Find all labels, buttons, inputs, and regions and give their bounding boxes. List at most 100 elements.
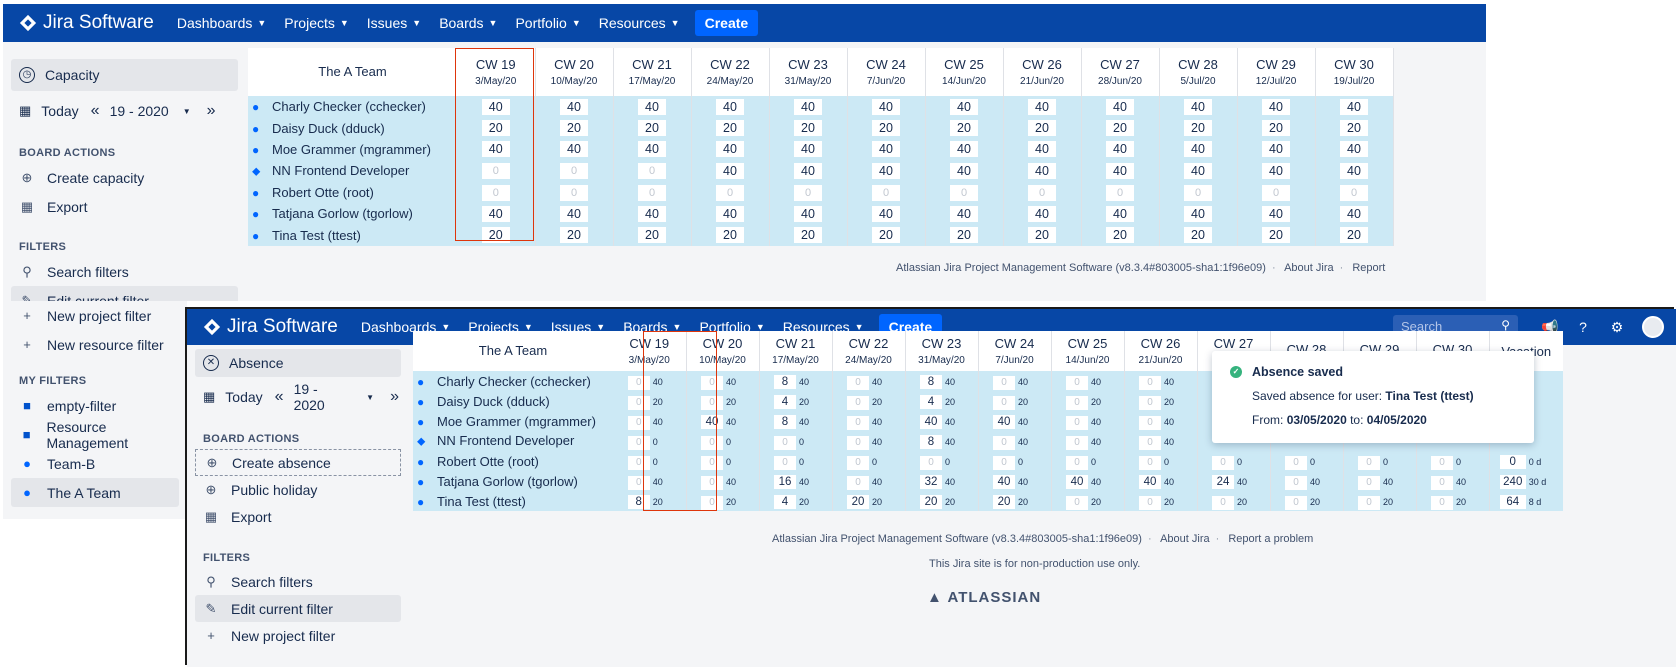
absence-input[interactable]: 0 [701,375,723,390]
about-jira-link[interactable]: About Jira [1284,262,1334,274]
filter-empty-filter[interactable]: ■ empty-filter [3,391,187,420]
gear-icon[interactable]: ⚙ [1610,318,1624,335]
avatar[interactable] [1642,316,1664,338]
capacity-input[interactable]: 40 [1028,98,1056,115]
capacity-input[interactable]: 0 [638,163,666,180]
capacity-input[interactable]: 40 [716,205,744,222]
absence-input[interactable]: 0 [627,415,650,430]
week-select[interactable]: 19 - 2020 [293,381,325,413]
resource-name[interactable]: Tina Test (ttest) [437,493,526,509]
search-filters-link[interactable]: ⚲ Search filters [187,568,409,595]
capacity-input[interactable]: 20 [1262,120,1290,137]
capacity-input[interactable]: 40 [716,141,744,158]
absence-input[interactable]: 0 [701,475,723,490]
capacity-input[interactable]: 40 [1184,141,1212,158]
resource-name[interactable]: Daisy Duck (dduck) [437,393,550,409]
absence-input[interactable]: 0 [774,455,796,470]
absence-input[interactable]: 0 [1358,455,1380,470]
capacity-input[interactable]: 40 [1028,162,1056,179]
capacity-input[interactable]: 0 [481,163,510,180]
capacity-input[interactable]: 20 [950,120,978,137]
filter-the-a-team[interactable]: ● The A Team [11,478,179,507]
next-week-icon[interactable]: » [390,388,399,405]
create-absence-link[interactable]: ⊕ Create absence [195,449,401,476]
capacity-input[interactable]: 40 [560,205,588,222]
absence-input[interactable]: 0 [1139,375,1161,390]
edit-current-filter-link[interactable]: ✎ Edit current filter [11,286,238,301]
absence-input[interactable]: 0 [847,395,869,410]
capacity-input[interactable]: 40 [1262,98,1290,115]
capacity-input[interactable]: 20 [560,120,588,137]
filter-team-b[interactable]: ● Team-B [3,449,187,478]
absence-input[interactable]: 40 [993,415,1015,429]
absence-input[interactable]: 0 [993,375,1015,390]
report-problem-link[interactable]: Report a problem [1228,533,1314,545]
about-jira-link[interactable]: About Jira [1160,533,1210,545]
nav-portfolio[interactable]: Portfolio ▼ [515,15,581,31]
capacity-input[interactable]: 40 [794,205,822,222]
absence-input[interactable]: 8 [920,435,942,449]
jira-logo[interactable]: Jira Software [203,316,338,338]
capacity-input[interactable]: 20 [794,120,822,137]
caret-down-icon[interactable]: ▼ [182,106,191,116]
capacity-input[interactable]: 20 [560,227,588,244]
absence-input[interactable]: 0 [1066,375,1088,390]
absence-input[interactable]: 0 [627,455,650,470]
caret-down-icon[interactable]: ▼ [366,392,375,402]
nav-dashboards[interactable]: Dashboards ▼ [176,15,267,31]
capacity-input[interactable]: 40 [1262,141,1290,158]
absence-input[interactable]: 4 [774,495,796,509]
capacity-input[interactable]: 40 [1106,205,1134,222]
capacity-input[interactable]: 40 [1106,162,1134,179]
absence-input[interactable]: 40 [920,415,942,429]
help-icon[interactable]: ? [1579,319,1587,335]
sidebar-item-absence[interactable]: ✕ Absence [195,349,401,377]
capacity-input[interactable]: 0 [872,184,900,201]
week-select[interactable]: 19 - 2020 [109,103,169,119]
public-holiday-link[interactable]: ⊕ Public holiday [187,476,409,503]
capacity-input[interactable]: 0 [794,184,822,201]
capacity-input[interactable]: 40 [481,205,510,222]
previous-week-icon[interactable]: « [90,102,100,119]
absence-input[interactable]: 0 [1066,455,1088,470]
capacity-input[interactable]: 40 [1340,141,1368,158]
absence-input[interactable]: 0 [627,395,650,410]
absence-input[interactable]: 0 [993,395,1015,410]
capacity-input[interactable]: 0 [1028,184,1056,201]
resource-name[interactable]: Robert Otte (root) [437,453,539,469]
absence-input[interactable]: 0 [847,375,869,390]
absence-input[interactable]: 0 [1212,455,1234,470]
edit-current-filter-link[interactable]: ✎ Edit current filter [195,595,401,622]
absence-input[interactable]: 20 [847,495,869,509]
absence-input[interactable]: 16 [774,475,796,489]
capacity-input[interactable]: 20 [638,120,666,137]
absence-input[interactable]: 0 [1285,475,1307,490]
capacity-input[interactable]: 0 [950,184,978,201]
capacity-input[interactable]: 40 [794,98,822,115]
capacity-input[interactable]: 40 [560,141,588,158]
capacity-input[interactable]: 20 [638,227,666,244]
resource-name[interactable]: Charly Checker (cchecker) [272,99,426,115]
capacity-input[interactable]: 40 [716,98,744,115]
absence-input[interactable]: 4 [920,395,942,409]
absence-input[interactable]: 0 [1139,455,1161,470]
capacity-input[interactable]: 40 [872,98,900,115]
absence-input[interactable]: 0 [627,475,650,490]
nav-resources[interactable]: Resources ▼ [598,15,680,31]
capacity-input[interactable]: 20 [1184,120,1212,137]
absence-input[interactable]: 8 [920,375,942,389]
capacity-input[interactable]: 40 [1340,205,1368,222]
absence-input[interactable]: 0 [1139,435,1161,450]
absence-input[interactable]: 0 [1431,495,1453,510]
resource-name[interactable]: NN Frontend Developer [272,162,410,178]
resource-name[interactable]: Charly Checker (cchecker) [437,373,591,389]
absence-input[interactable]: 0 [701,495,723,510]
capacity-input[interactable]: 40 [1184,162,1212,179]
capacity-input[interactable]: 0 [560,184,588,201]
absence-input[interactable]: 0 [993,455,1015,470]
capacity-input[interactable]: 40 [1340,98,1368,115]
absence-input[interactable]: 0 [701,435,723,450]
absence-input[interactable]: 0 [1066,495,1088,510]
capacity-input[interactable]: 40 [638,205,666,222]
capacity-input[interactable]: 40 [481,141,510,158]
